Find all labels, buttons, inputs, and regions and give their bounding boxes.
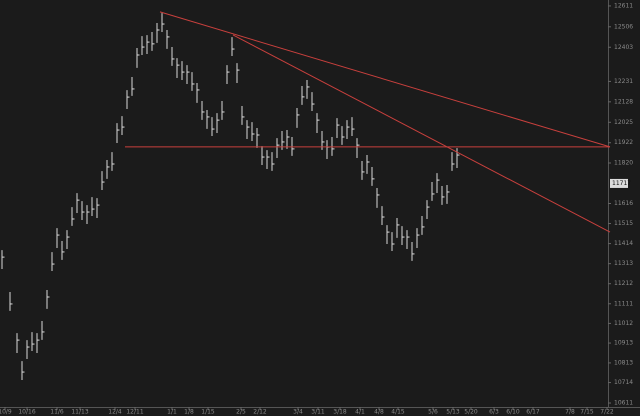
x-tick-label: 6/10 (506, 409, 520, 416)
x-tick-label: 3/11 (311, 409, 325, 416)
x-tick-label: 1/8 (184, 409, 194, 416)
y-tick-label: 12025 (614, 119, 633, 126)
x-tick-label: 7/22 (600, 409, 614, 416)
y-tick-label: 11212 (614, 280, 633, 287)
x-tick-label: 4/15 (391, 409, 405, 416)
y-tick-label: 12611 (614, 2, 633, 9)
y-tick-label: 10611 (614, 400, 633, 407)
x-tick-label: 4/8 (374, 409, 384, 416)
y-tick-label: 12231 (614, 78, 633, 85)
y-tick-label: 10813 (614, 359, 633, 366)
y-tick-label: 11313 (614, 260, 633, 267)
x-tick-label: 2/5 (236, 409, 246, 416)
x-tick-label: 1/15 (201, 409, 215, 416)
x-tick-label: 5/6 (428, 409, 438, 416)
x-tick-label: 3/18 (333, 409, 347, 416)
y-tick-label: 12403 (614, 44, 633, 51)
y-tick-label: 10714 (614, 379, 633, 386)
trendline (159, 11, 611, 148)
last-price-tag (610, 178, 628, 188)
x-tick-label: 5/20 (464, 409, 478, 416)
x-tick-label: 3/4 (293, 409, 303, 416)
x-tick-label: 11/6 (50, 409, 64, 416)
last-price-label: 11717 (612, 180, 631, 187)
y-tick-label: 11922 (614, 139, 633, 146)
x-tick-label: 1/1 (167, 409, 177, 416)
y-tick-label: 10913 (614, 340, 633, 347)
y-tick-label: 12128 (614, 98, 633, 105)
x-tick-label: 6/3 (489, 409, 499, 416)
x-tick-label: 5/13 (446, 409, 460, 416)
x-tick-label: 6/17 (526, 409, 540, 416)
x-tick-label: 12/4 (108, 409, 122, 416)
y-tick-label: 11820 (614, 159, 633, 166)
y-tick-label: 11616 (614, 200, 633, 207)
x-tick-label: 4/1 (355, 409, 365, 416)
y-tick-label: 11414 (614, 240, 633, 247)
y-tick-label: 11111 (614, 300, 633, 307)
x-tick-label: 11/13 (71, 409, 88, 416)
x-tick-label: 10/16 (18, 409, 35, 416)
x-tick-label: 7/8 (565, 409, 575, 416)
y-tick-label: 11515 (614, 220, 633, 227)
trendline (232, 34, 611, 233)
y-tick-label: 12506 (614, 23, 633, 30)
x-tick-label: 12/11 (126, 409, 143, 416)
x-tick-label: 10/9 (0, 409, 12, 416)
x-tick-label: 2/12 (253, 409, 267, 416)
x-tick-label: 7/15 (580, 409, 594, 416)
y-tick-label: 11012 (614, 320, 633, 327)
